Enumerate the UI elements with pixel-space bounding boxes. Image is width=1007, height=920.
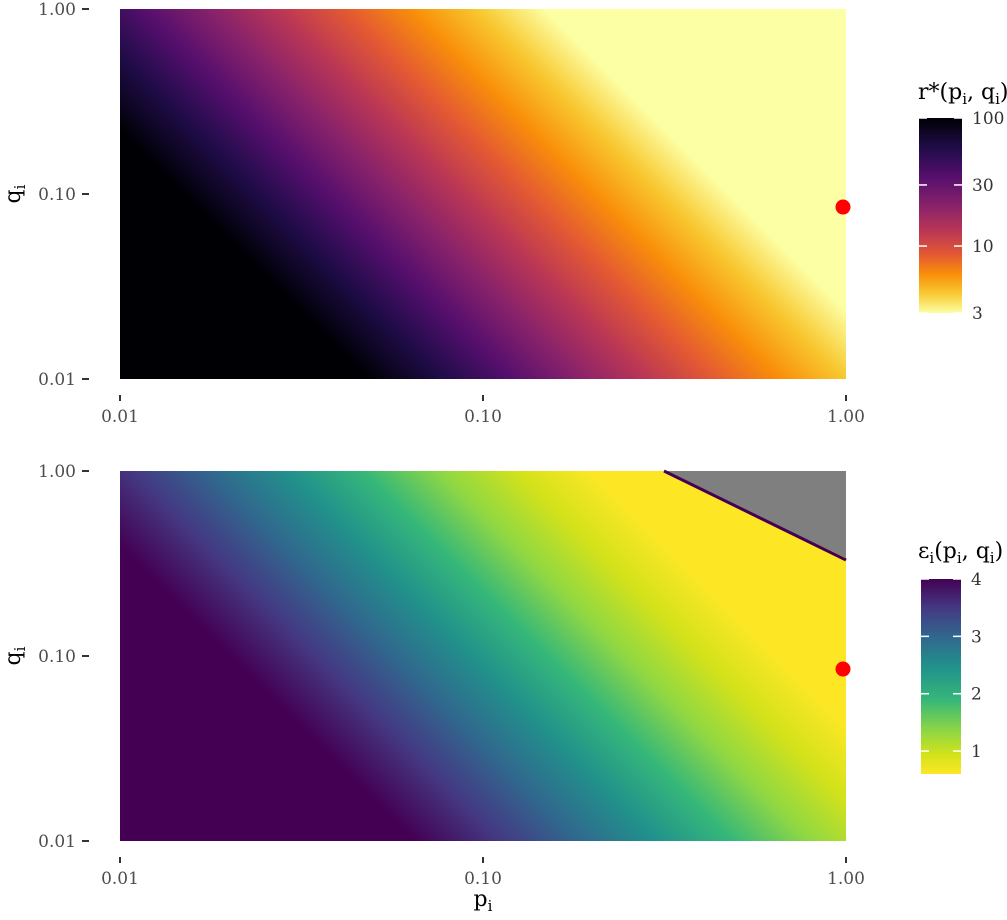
legend-r-star: r*(pi, qi) 3 10 30 100: [918, 80, 1007, 324]
x-axis-ticks: 0.01 0.10 1.00: [101, 857, 865, 889]
y-axis-title: qi: [1, 646, 29, 665]
na-boundary: [663, 469, 847, 562]
y-axis-ticks: 0.01 0.10 1.00: [38, 0, 89, 390]
legend-tick-label: 3: [971, 627, 982, 647]
panel-epsilon: 0.01 0.10 1.00 0.01 0.10 1.00 qi pi εi(pi, q…: [1, 462, 1003, 915]
y-axis-ticks: 0.01 0.10 1.00: [38, 462, 89, 852]
x-tick-label: 0.10: [464, 407, 502, 427]
legend-ticks: 3 10 30 100: [919, 109, 1004, 324]
legend-tick-label: 3: [972, 304, 983, 324]
y-tick-label: 1.00: [38, 462, 76, 482]
x-axis-ticks: 0.01 0.10 1.00: [101, 395, 865, 427]
y-tick-label: 1.00: [38, 0, 76, 20]
legend-epsilon: εi(pi, qi) 1 2 3 4: [918, 539, 1003, 774]
legend-colorbar: [921, 579, 961, 774]
marker-point: [835, 199, 851, 215]
legend-tick-label: 4: [971, 570, 982, 590]
panel-r-star: 0.01 0.10 1.00 0.01 0.10 1.00 qi r*(pi, qi) …: [1, 0, 1007, 427]
y-tick-label: 0.10: [38, 647, 76, 667]
legend-title: r*(pi, qi): [918, 80, 1007, 108]
legend-colorbar: [919, 118, 962, 313]
y-tick-label: 0.01: [38, 832, 76, 852]
marker-point: [835, 661, 851, 677]
x-tick-label: 0.01: [101, 869, 139, 889]
x-tick-label: 0.01: [101, 407, 139, 427]
y-axis-title: qi: [1, 184, 29, 203]
heatmap-field-epsilon: [120, 471, 846, 841]
x-tick-label: 0.10: [464, 869, 502, 889]
legend-tick-label: 30: [972, 176, 994, 196]
legend-tick-label: 1: [971, 742, 982, 762]
x-axis-title: pi: [474, 887, 493, 915]
x-tick-label: 1.00: [827, 407, 865, 427]
x-tick-label: 1.00: [827, 869, 865, 889]
heatmap-field-r-star: [120, 9, 846, 379]
legend-title: εi(pi, qi): [918, 539, 1003, 567]
legend-ticks: 1 2 3 4: [921, 570, 982, 762]
y-tick-label: 0.01: [38, 370, 76, 390]
legend-tick-label: 2: [971, 685, 982, 705]
legend-tick-label: 10: [972, 237, 994, 257]
legend-tick-label: 100: [972, 109, 1004, 129]
y-tick-label: 0.10: [38, 185, 76, 205]
